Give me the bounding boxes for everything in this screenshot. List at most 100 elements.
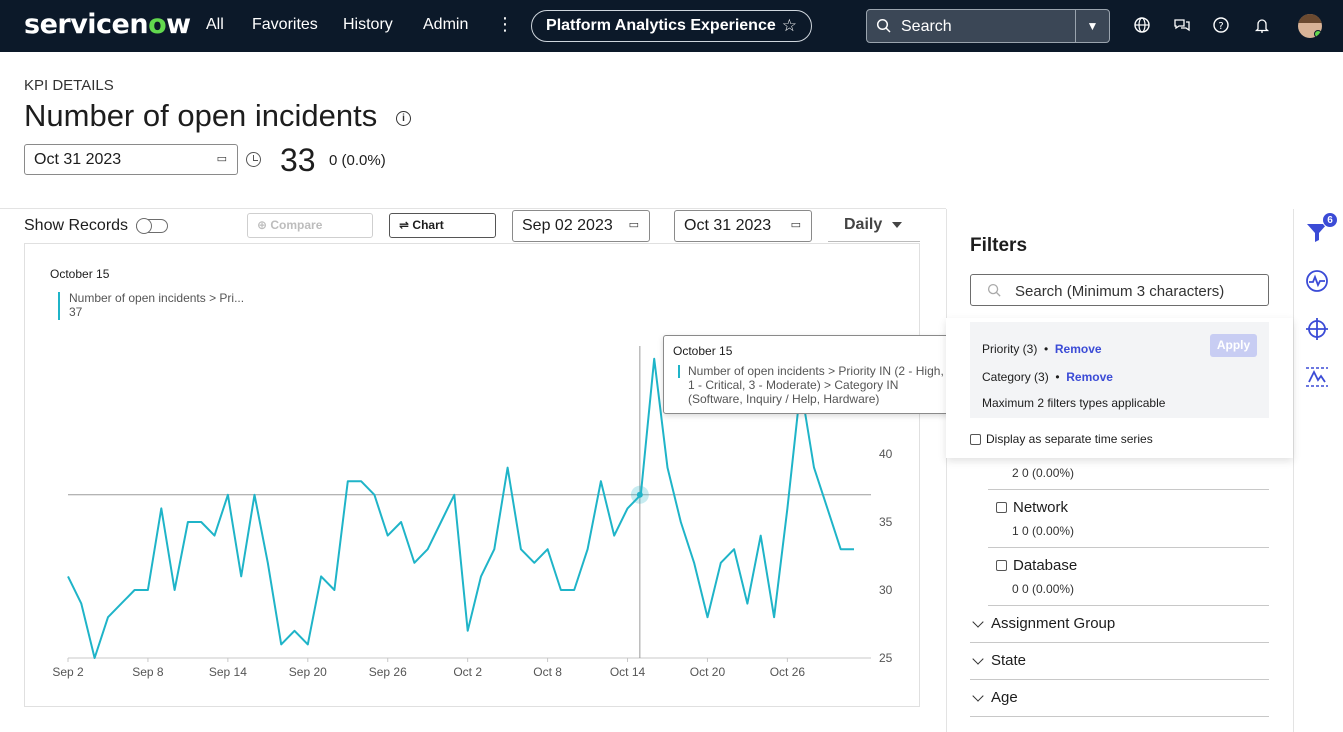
- logo-text: servicen: [24, 9, 149, 40]
- legend-series-value: 37: [69, 305, 83, 319]
- calendar-icon[interactable]: ▭: [628, 219, 639, 231]
- highlight-point[interactable]: [636, 491, 643, 498]
- star-icon[interactable]: ☆: [781, 16, 797, 35]
- nav-all[interactable]: All: [206, 16, 224, 33]
- divider: [970, 716, 1269, 717]
- pulse-icon[interactable]: [1305, 269, 1329, 293]
- database-count: 0 0 (0.00%): [1012, 582, 1075, 596]
- nav-admin[interactable]: Admin: [423, 16, 469, 33]
- tooltip-series-marker: [678, 365, 680, 378]
- nav-history[interactable]: History: [343, 16, 393, 33]
- servicenow-logo[interactable]: servicenow: [24, 9, 191, 40]
- chevron-down-icon: [892, 222, 902, 228]
- workspace-pill[interactable]: Platform Analytics Experience ☆: [531, 10, 812, 42]
- x-tick-label: Oct 8: [533, 665, 562, 679]
- filter-search-placeholder: Search (Minimum 3 characters): [1015, 283, 1225, 300]
- help-icon[interactable]: ?: [1211, 15, 1231, 35]
- page-title: Number of open incidents: [24, 98, 378, 133]
- divider: [988, 489, 1269, 490]
- filter-group-assignment-group[interactable]: Assignment Group: [972, 615, 1116, 632]
- x-tick-label: Sep 8: [132, 665, 164, 679]
- compare-records-button[interactable]: ⊕ Compare Records: [247, 213, 373, 255]
- y-tick-label: 30: [879, 583, 893, 597]
- applied-filters-popup: Priority (3) • Remove Category (3) • Rem…: [946, 318, 1293, 458]
- user-avatar[interactable]: [1298, 14, 1322, 38]
- clock-icon[interactable]: [246, 152, 261, 167]
- filters-panel: [946, 209, 1293, 732]
- assignment-group-label: Assignment Group: [991, 615, 1116, 632]
- search-label: Search: [901, 18, 952, 35]
- chevron-down-icon: [972, 615, 984, 628]
- divider: [988, 605, 1269, 606]
- globe-icon[interactable]: [1132, 15, 1152, 35]
- search-scope-dropdown[interactable]: ▼: [1075, 10, 1109, 42]
- presence-indicator: [1314, 30, 1322, 38]
- filter-count-badge: 6: [1322, 212, 1338, 228]
- series-line[interactable]: [67, 357, 854, 659]
- target-icon[interactable]: [1305, 317, 1329, 341]
- filter-group-state[interactable]: State: [972, 652, 1027, 669]
- state-label: State: [991, 652, 1027, 669]
- start-date-input[interactable]: Sep 02 2023 ▭: [512, 210, 650, 242]
- network-checkbox[interactable]: [996, 502, 1007, 513]
- applied-filters-summary: Priority (3) • Remove Category (3) • Rem…: [970, 322, 1269, 418]
- filters-title: Filters: [970, 235, 1028, 256]
- tooltip-date: October 15: [673, 344, 733, 358]
- divider: [970, 642, 1269, 643]
- age-label: Age: [991, 689, 1018, 706]
- right-icon-rail: [1293, 209, 1343, 732]
- filter-icon[interactable]: [1305, 220, 1329, 244]
- kpi-date-input[interactable]: Oct 31 2023 ▭: [24, 144, 238, 175]
- breakdown-icon[interactable]: [1305, 365, 1329, 389]
- global-search[interactable]: Search ▼: [866, 9, 1110, 43]
- kpi-section-label: KPI DETAILS: [24, 77, 114, 94]
- database-label: Database: [1013, 557, 1078, 574]
- logo-o: o: [148, 9, 167, 40]
- legend-series-name: Number of open incidents > Pri...: [69, 291, 244, 305]
- filter-option-network[interactable]: Network: [996, 499, 1068, 516]
- svg-text:?: ?: [1218, 21, 1223, 32]
- end-date-input[interactable]: Oct 31 2023 ▭: [674, 210, 812, 242]
- remove-category-link[interactable]: Remove: [1066, 370, 1113, 384]
- filter-group-age[interactable]: Age: [972, 689, 1018, 706]
- network-count: 1 0 (0.00%): [1012, 524, 1075, 538]
- top-navigation: servicenow All Favorites History Admin ⋮…: [0, 0, 1343, 52]
- x-tick-label: Oct 20: [690, 665, 726, 679]
- filter-option-database[interactable]: Database: [996, 557, 1077, 574]
- show-records-toggle[interactable]: [136, 218, 168, 234]
- chevron-down-icon: [972, 689, 984, 702]
- chevron-down-icon: [972, 652, 984, 665]
- calendar-icon[interactable]: ▭: [216, 153, 227, 165]
- start-date-value: Sep 02 2023: [522, 217, 613, 234]
- nav-favorites[interactable]: Favorites: [252, 16, 318, 33]
- line-chart-svg[interactable]: Sep 2 Sep 8 Sep 14 Sep 20 Sep 26 Oct 2 Oct 8 Oc…: [25, 244, 921, 708]
- filter-search-input[interactable]: Search (Minimum 3 characters): [970, 274, 1269, 306]
- separate-series-checkbox[interactable]: [970, 433, 981, 445]
- apply-button[interactable]: Apply: [1210, 334, 1257, 357]
- max-filters-note: Maximum 2 filters types applicable: [982, 396, 1166, 410]
- network-label: Network: [1013, 499, 1069, 516]
- show-records-label: Show Records: [24, 217, 129, 234]
- more-menu-icon[interactable]: ⋮: [496, 14, 514, 34]
- y-tick-label: 35: [879, 515, 893, 529]
- legend-date: October 15: [50, 267, 110, 281]
- remove-priority-link[interactable]: Remove: [1054, 342, 1102, 356]
- x-tick-label: Sep 2: [52, 665, 84, 679]
- notification-bell-icon[interactable]: [1252, 15, 1272, 35]
- chat-icon[interactable]: [1172, 15, 1192, 35]
- info-icon[interactable]: i: [396, 111, 411, 126]
- end-date-value: Oct 31 2023: [684, 217, 772, 234]
- applied-filter-priority: Priority (3) • Remove: [982, 342, 1102, 356]
- y-tick-label: 25: [879, 651, 893, 665]
- chart-options-button[interactable]: ⇌ Chart Options: [389, 213, 496, 255]
- x-tick-label: Sep 14: [209, 665, 247, 679]
- interval-value: Daily: [844, 216, 883, 233]
- y-tick-label: 40: [879, 447, 893, 461]
- separate-series-option[interactable]: Display as separate time series: [970, 432, 1153, 446]
- search-icon: [987, 283, 1001, 297]
- logo-text-end: w: [166, 9, 191, 40]
- calendar-icon[interactable]: ▭: [790, 219, 801, 231]
- interval-select[interactable]: Daily: [828, 210, 920, 242]
- x-tick-label: Sep 26: [369, 665, 407, 679]
- database-checkbox[interactable]: [996, 560, 1007, 571]
